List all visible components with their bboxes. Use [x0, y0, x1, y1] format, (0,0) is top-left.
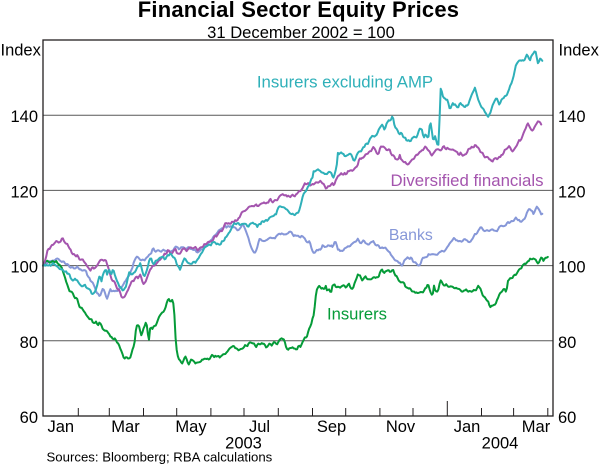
svg-text:80: 80	[20, 334, 38, 352]
svg-text:Financial Sector Equity Prices: Financial Sector Equity Prices	[138, 0, 459, 22]
svg-text:31 December 2002 = 100: 31 December 2002 = 100	[207, 23, 395, 42]
svg-text:120: 120	[558, 183, 586, 201]
svg-text:Jan: Jan	[454, 418, 481, 436]
svg-text:100: 100	[10, 259, 38, 277]
svg-text:Insurers excluding AMP: Insurers excluding AMP	[257, 72, 433, 91]
svg-text:Index: Index	[1, 42, 42, 60]
svg-text:Index: Index	[559, 42, 600, 60]
svg-text:May: May	[175, 418, 207, 436]
svg-text:Mar: Mar	[522, 418, 551, 436]
svg-text:80: 80	[558, 334, 576, 352]
svg-text:60: 60	[20, 409, 38, 427]
svg-text:140: 140	[10, 108, 38, 126]
svg-text:Jul: Jul	[249, 418, 270, 436]
svg-text:Nov: Nov	[386, 418, 416, 436]
svg-text:Insurers: Insurers	[327, 305, 387, 324]
svg-text:Diversified financials: Diversified financials	[391, 171, 544, 190]
svg-text:Banks: Banks	[389, 227, 433, 244]
svg-text:60: 60	[558, 409, 576, 427]
svg-text:100: 100	[558, 259, 586, 277]
svg-text:120: 120	[10, 183, 38, 201]
svg-text:2003: 2003	[225, 434, 262, 452]
svg-text:Sources: Bloomberg; RBA calcul: Sources: Bloomberg; RBA calculations	[47, 449, 273, 464]
svg-text:Mar: Mar	[111, 418, 140, 436]
svg-text:140: 140	[558, 108, 586, 126]
svg-text:Jan: Jan	[47, 418, 74, 436]
svg-text:Sep: Sep	[317, 418, 346, 436]
svg-text:2004: 2004	[482, 434, 519, 452]
